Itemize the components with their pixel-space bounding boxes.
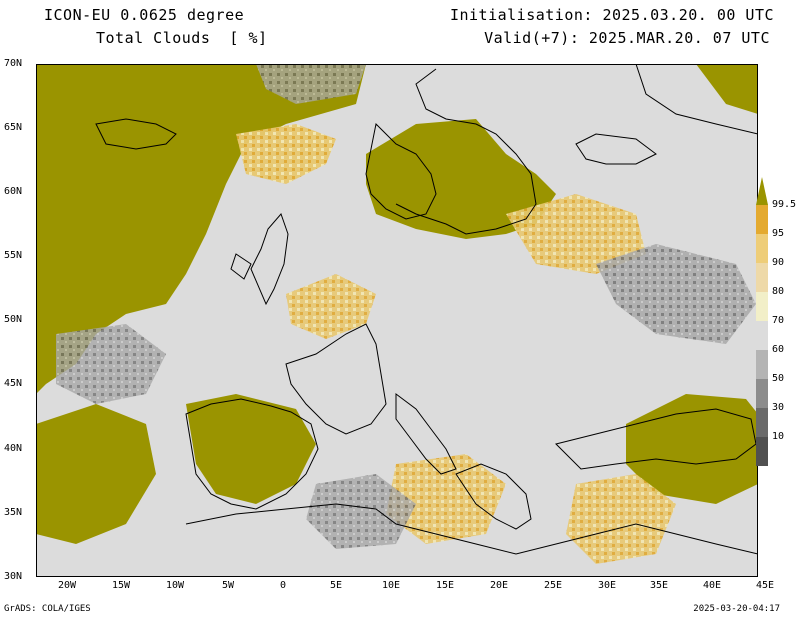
init-time: Initialisation: 2025.03.20. 00 UTC (449, 6, 774, 24)
lon-label-25e: 25E (544, 580, 563, 591)
lat-label-65n: 65N (4, 122, 23, 133)
lon-label-10e: 10E (382, 580, 401, 591)
colorbar-label-95: 95 (772, 228, 785, 239)
lon-label-15e: 15E (436, 580, 455, 591)
footer-timestamp: 2025-03-20-04:17 (693, 604, 780, 614)
cloud-band-north (236, 124, 336, 184)
variable-title: Total Clouds [ %] (96, 29, 268, 47)
grey-cloud-area-4 (256, 64, 366, 104)
cloud-map (36, 64, 758, 577)
cloud-band-levant (566, 474, 676, 564)
model-title: ICON-EU 0.0625 degree (44, 6, 245, 24)
colorbar-label-30: 30 (772, 402, 785, 413)
cloud-band-central (286, 274, 376, 339)
lat-label-40n: 40N (4, 443, 23, 454)
iberia-overcast-region (186, 394, 316, 504)
coastlines (95, 64, 758, 555)
colorbar-label-50: 50 (772, 373, 785, 384)
lon-label-40e: 40E (703, 580, 722, 591)
lat-label-45n: 45N (4, 378, 23, 389)
colorbar-label-60: 60 (772, 344, 785, 355)
cloud-band-balkans (386, 454, 506, 544)
cloud-band-east (506, 194, 646, 274)
grey-cloud-area-2 (56, 324, 166, 404)
lon-label-0: 0 (280, 580, 287, 591)
lon-label-5w: 5W (222, 580, 235, 591)
lon-label-10w: 10W (166, 580, 185, 591)
lon-label-35e: 35E (650, 580, 669, 591)
turkey-overcast-region (626, 394, 758, 504)
lat-label-50n: 50N (4, 314, 23, 325)
lat-label-70n: 70N (4, 58, 23, 69)
africa-overcast-region (36, 404, 156, 544)
lon-label-45e: 45E (756, 580, 775, 591)
lat-label-35n: 35N (4, 507, 23, 518)
lat-label-55n: 55N (4, 250, 23, 261)
colorbar-label-80: 80 (772, 286, 785, 297)
valid-time: Valid(+7): 2025.MAR.20. 07 UTC (484, 29, 770, 47)
lon-label-15w: 15W (112, 580, 131, 591)
map-canvas (36, 64, 758, 577)
lat-label-30n: 30N (4, 571, 23, 582)
grey-cloud-area-1 (596, 244, 756, 344)
grey-cloud-area-3 (306, 474, 416, 549)
lon-label-20w: 20W (58, 580, 77, 591)
lat-label-60n: 60N (4, 186, 23, 197)
lon-label-5e: 5E (330, 580, 343, 591)
lon-label-30e: 30E (598, 580, 617, 591)
footer-grads-credit: GrADS: COLA/IGES (4, 604, 91, 614)
scandinavia-overcast-region (366, 119, 556, 239)
colorbar-label-99-5: 99.5 (772, 199, 797, 210)
colorbar-label-70: 70 (772, 315, 785, 326)
colorbar-label-90: 90 (772, 257, 785, 268)
colorbar-label-10: 10 (772, 431, 785, 442)
russia-overcast-region (696, 64, 758, 114)
lon-label-20e: 20E (490, 580, 509, 591)
